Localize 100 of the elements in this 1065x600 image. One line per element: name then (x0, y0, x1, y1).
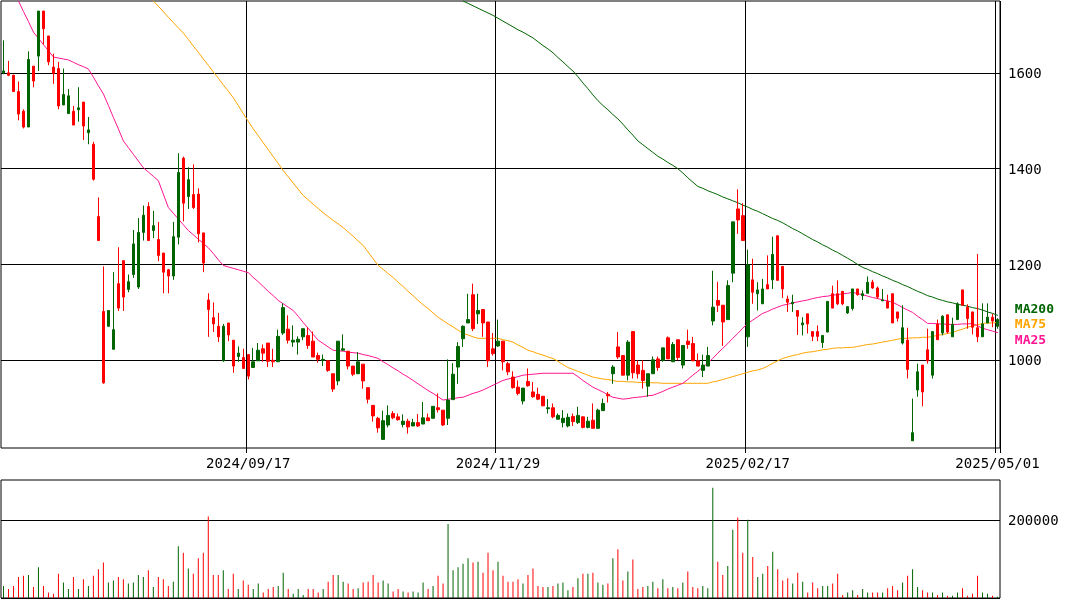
candlestick (172, 221, 175, 281)
candlestick (901, 304, 904, 346)
candlestick (167, 268, 170, 294)
candlestick (976, 253, 979, 343)
candlestick (22, 108, 25, 129)
candlestick (17, 80, 20, 121)
candlestick (996, 317, 999, 330)
candlestick (966, 303, 969, 330)
x-tick-label: 2025/02/17 (705, 455, 790, 471)
candlestick (871, 279, 874, 290)
candlestick (426, 413, 430, 422)
candlestick (366, 387, 370, 404)
candlestick (581, 415, 585, 429)
candlestick (731, 221, 735, 283)
candlestick (911, 398, 914, 442)
candlestick (881, 288, 884, 302)
candlestick (991, 313, 994, 328)
candlestick (746, 249, 750, 348)
candlestick (371, 404, 375, 423)
candlestick (921, 364, 924, 407)
candlestick (896, 311, 899, 323)
x-tick-label: 2024/09/17 (206, 455, 291, 471)
candlestick (217, 312, 220, 343)
candlestick (197, 187, 200, 243)
candlestick (781, 265, 784, 299)
candlestick (112, 271, 115, 350)
candlestick (137, 217, 140, 290)
series-label: MA200 (1014, 300, 1055, 316)
candlestick (52, 53, 55, 85)
candlestick (2, 39, 5, 75)
candlestick (886, 294, 889, 309)
candlestick (212, 301, 215, 333)
y-tick-label: 1200 (1008, 256, 1042, 273)
candlestick (671, 341, 675, 363)
y-tick-label: 1400 (1008, 160, 1042, 177)
candlestick (222, 323, 225, 363)
candlestick (42, 10, 45, 46)
candlestick (506, 361, 510, 376)
candlestick (326, 359, 330, 373)
line-series (152, 0, 998, 384)
candlestick (926, 328, 929, 365)
candlestick (97, 196, 100, 242)
candlestick (77, 86, 80, 123)
candlestick (951, 317, 954, 338)
candlestick (821, 334, 824, 349)
line-series (17, 0, 998, 401)
candlestick (157, 221, 160, 262)
candlestick (117, 246, 120, 312)
candlestick (676, 339, 680, 361)
candlestick (82, 101, 85, 141)
candlestick (7, 60, 10, 77)
candlestick (606, 391, 610, 403)
candlestick (202, 232, 205, 273)
candlestick (851, 288, 854, 311)
candlestick (102, 265, 105, 385)
candlestick (891, 293, 894, 324)
candlestick (107, 310, 110, 327)
candlestick (666, 335, 670, 360)
y-tick-label: 1600 (1008, 64, 1042, 81)
candlestick (162, 252, 165, 294)
candlestick (931, 331, 934, 380)
candlestick (92, 141, 95, 182)
candlestick (941, 314, 944, 336)
candlestick (711, 270, 715, 326)
candlestick (476, 293, 480, 325)
candlestick (626, 339, 630, 381)
candlestick (866, 275, 869, 294)
candlestick (496, 319, 500, 348)
candlestick (836, 279, 839, 306)
candlestick (801, 316, 804, 336)
candlestick (656, 355, 660, 372)
candlestick (856, 288, 859, 297)
candlestick (586, 416, 590, 429)
candlestick (861, 289, 864, 301)
candlestick (436, 392, 440, 414)
candlestick (416, 413, 420, 428)
x-tick-label: 2024/11/29 (455, 455, 541, 471)
candlestick (411, 418, 415, 427)
candlestick (286, 314, 290, 345)
candlestick (501, 340, 505, 371)
series-label: MA25 (1014, 331, 1047, 347)
candlestick (321, 354, 325, 367)
candlestick (521, 387, 525, 405)
candlestick (62, 68, 65, 106)
candlestick (766, 254, 769, 290)
candlestick (826, 300, 829, 333)
candlestick (471, 283, 475, 332)
candlestick (301, 328, 305, 341)
candlestick (192, 163, 195, 210)
candlestick (546, 398, 550, 414)
candlestick (281, 302, 285, 336)
candlestick (421, 401, 425, 425)
candlestick (361, 363, 365, 390)
candlestick (37, 10, 40, 72)
candlestick (811, 331, 814, 342)
candlestick (232, 339, 235, 374)
candlestick (72, 105, 75, 126)
candlestick (661, 347, 665, 363)
candlestick (431, 405, 435, 419)
candlestick (227, 322, 230, 342)
